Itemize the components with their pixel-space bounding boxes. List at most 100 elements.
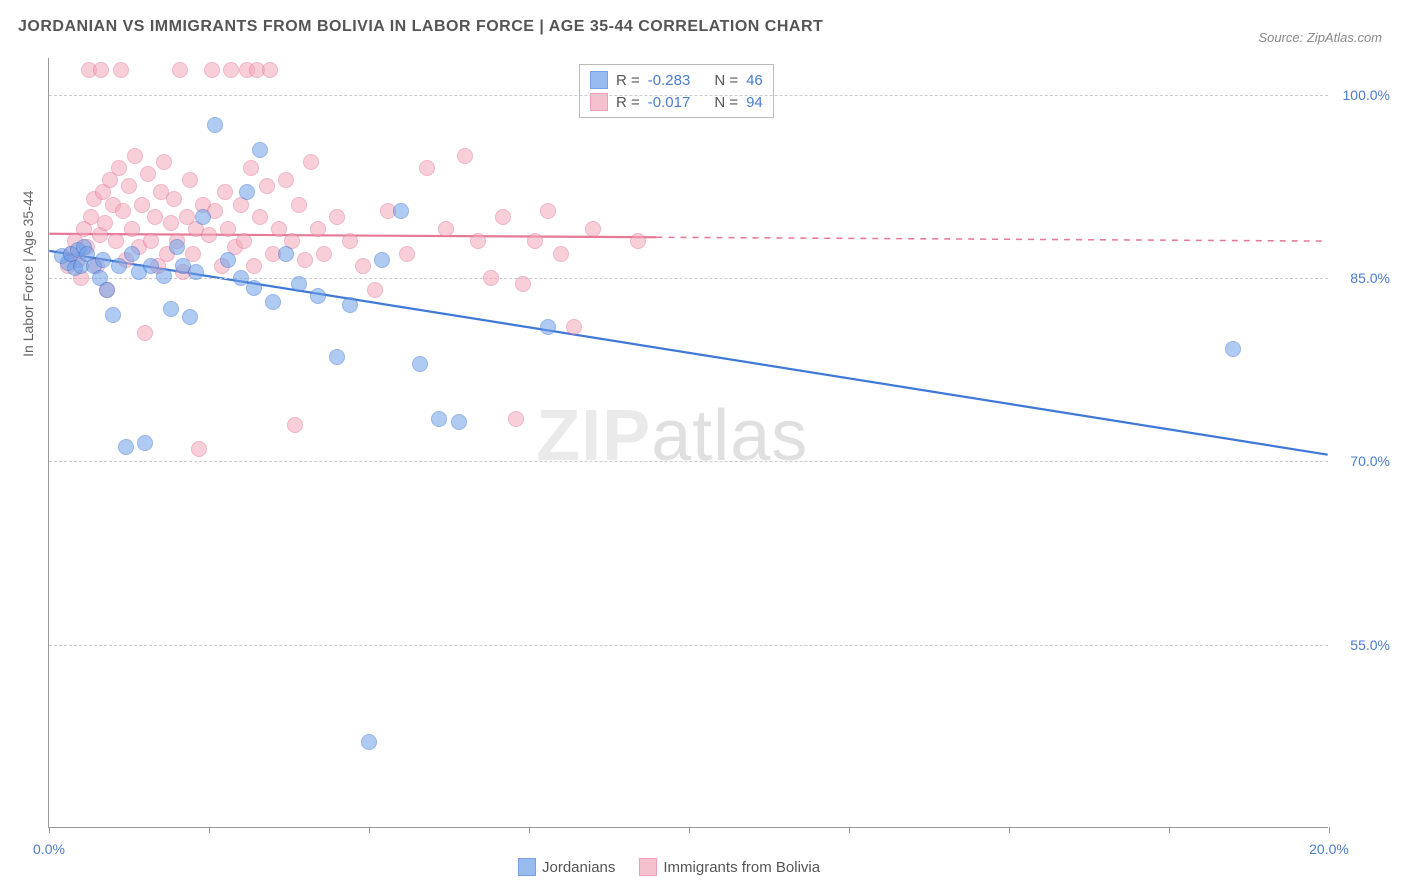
gridline bbox=[49, 95, 1328, 96]
scatter-point bbox=[115, 203, 131, 219]
scatter-point bbox=[239, 184, 255, 200]
scatter-point bbox=[291, 276, 307, 292]
scatter-point bbox=[470, 233, 486, 249]
scatter-point bbox=[95, 252, 111, 268]
x-tick bbox=[689, 827, 690, 833]
x-tick bbox=[849, 827, 850, 833]
legend-swatch bbox=[590, 71, 608, 89]
scatter-point bbox=[508, 411, 524, 427]
scatter-point bbox=[243, 160, 259, 176]
trend-lines-layer bbox=[49, 58, 1328, 827]
scatter-point bbox=[172, 62, 188, 78]
scatter-point bbox=[134, 197, 150, 213]
x-tick bbox=[49, 827, 50, 833]
scatter-point bbox=[291, 197, 307, 213]
legend-r-value: -0.017 bbox=[648, 94, 691, 111]
scatter-point bbox=[553, 246, 569, 262]
scatter-point bbox=[201, 227, 217, 243]
scatter-point bbox=[297, 252, 313, 268]
x-tick bbox=[1169, 827, 1170, 833]
legend-swatch bbox=[518, 858, 536, 876]
scatter-point bbox=[431, 411, 447, 427]
gridline bbox=[49, 461, 1328, 462]
scatter-point bbox=[367, 282, 383, 298]
scatter-point bbox=[169, 239, 185, 255]
legend-series-label: Immigrants from Bolivia bbox=[663, 859, 820, 876]
scatter-point bbox=[271, 221, 287, 237]
source-attribution: Source: ZipAtlas.com bbox=[1258, 30, 1382, 45]
scatter-point bbox=[361, 734, 377, 750]
scatter-point bbox=[483, 270, 499, 286]
x-tick bbox=[369, 827, 370, 833]
scatter-point bbox=[147, 209, 163, 225]
scatter-point bbox=[252, 142, 268, 158]
scatter-point bbox=[127, 148, 143, 164]
legend-series-item: Immigrants from Bolivia bbox=[639, 858, 820, 876]
legend-stat-row: R =-0.283N =46 bbox=[590, 69, 763, 91]
scatter-point bbox=[515, 276, 531, 292]
scatter-point bbox=[182, 309, 198, 325]
legend-swatch bbox=[590, 93, 608, 111]
legend-swatch bbox=[639, 858, 657, 876]
scatter-point bbox=[412, 356, 428, 372]
scatter-point bbox=[259, 178, 275, 194]
legend-r-value: -0.283 bbox=[648, 72, 691, 89]
scatter-point bbox=[124, 221, 140, 237]
scatter-point bbox=[220, 221, 236, 237]
scatter-point bbox=[111, 160, 127, 176]
scatter-point bbox=[163, 301, 179, 317]
scatter-point bbox=[143, 233, 159, 249]
scatter-point bbox=[137, 435, 153, 451]
scatter-point bbox=[355, 258, 371, 274]
scatter-point bbox=[124, 246, 140, 262]
scatter-point bbox=[182, 172, 198, 188]
scatter-point bbox=[93, 62, 109, 78]
scatter-point bbox=[438, 221, 454, 237]
x-tick bbox=[1329, 827, 1330, 833]
scatter-point bbox=[419, 160, 435, 176]
scatter-point bbox=[121, 178, 137, 194]
scatter-point bbox=[585, 221, 601, 237]
legend-series-item: Jordanians bbox=[518, 858, 615, 876]
scatter-point bbox=[630, 233, 646, 249]
scatter-point bbox=[97, 215, 113, 231]
scatter-point bbox=[191, 441, 207, 457]
scatter-point bbox=[246, 258, 262, 274]
scatter-point bbox=[287, 417, 303, 433]
scatter-point bbox=[204, 62, 220, 78]
legend-n-label: N = bbox=[714, 72, 738, 89]
y-tick-label: 85.0% bbox=[1334, 270, 1390, 286]
scatter-point bbox=[207, 117, 223, 133]
legend-stats-box: R =-0.283N =46R =-0.017N =94 bbox=[579, 64, 774, 118]
scatter-point bbox=[342, 233, 358, 249]
scatter-point bbox=[137, 325, 153, 341]
scatter-point bbox=[540, 203, 556, 219]
x-tick-label: 0.0% bbox=[33, 841, 65, 857]
scatter-point bbox=[236, 233, 252, 249]
scatter-point bbox=[99, 282, 115, 298]
legend-series-label: Jordanians bbox=[542, 859, 615, 876]
scatter-point bbox=[451, 414, 467, 430]
scatter-plot: ZIPatlas R =-0.283N =46R =-0.017N =94 55… bbox=[48, 58, 1328, 828]
scatter-point bbox=[1225, 341, 1241, 357]
scatter-point bbox=[262, 62, 278, 78]
scatter-point bbox=[495, 209, 511, 225]
x-tick bbox=[1009, 827, 1010, 833]
scatter-point bbox=[310, 221, 326, 237]
gridline bbox=[49, 645, 1328, 646]
scatter-point bbox=[566, 319, 582, 335]
scatter-point bbox=[108, 233, 124, 249]
scatter-point bbox=[83, 209, 99, 225]
scatter-point bbox=[527, 233, 543, 249]
scatter-point bbox=[188, 264, 204, 280]
scatter-point bbox=[329, 349, 345, 365]
legend-n-label: N = bbox=[714, 94, 738, 111]
scatter-point bbox=[303, 154, 319, 170]
scatter-point bbox=[195, 209, 211, 225]
legend-series: Jordanians Immigrants from Bolivia bbox=[518, 858, 820, 876]
scatter-point bbox=[217, 184, 233, 200]
scatter-point bbox=[540, 319, 556, 335]
scatter-point bbox=[166, 191, 182, 207]
legend-n-value: 46 bbox=[746, 72, 763, 89]
scatter-point bbox=[156, 154, 172, 170]
